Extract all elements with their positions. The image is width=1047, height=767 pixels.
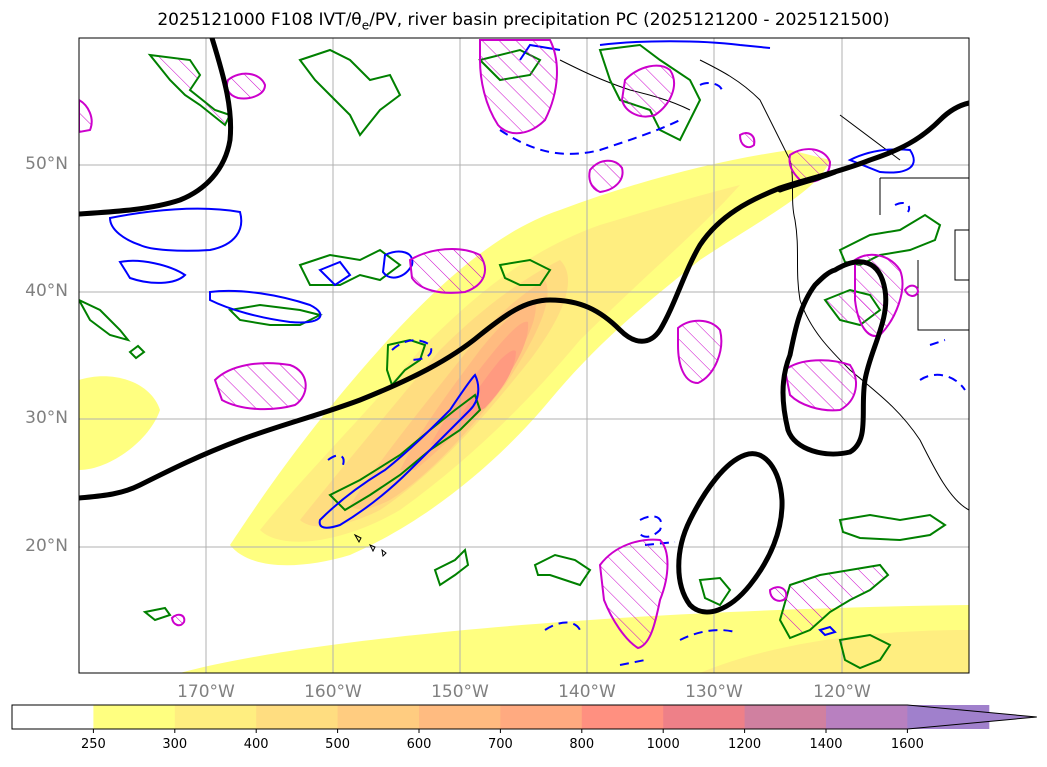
- lat-label-30: 30°N: [25, 408, 68, 428]
- colorbar-segment: [581, 705, 664, 729]
- colorbar-segment: [337, 705, 420, 729]
- colorbar-segment: [256, 705, 339, 729]
- colorbar-segment: [663, 705, 746, 729]
- lon-label-140w: 140°W: [558, 682, 616, 702]
- lon-label-150w: 150°W: [431, 682, 489, 702]
- lat-label-50: 50°N: [25, 154, 68, 174]
- colorbar-segment: [93, 705, 176, 729]
- colorbar-tick-label: 600: [406, 737, 432, 752]
- colorbar-tick-label: 500: [325, 737, 350, 752]
- colorbar-tick-label: 300: [162, 737, 188, 752]
- lon-label-170w: 170°W: [177, 682, 235, 702]
- colorbar-segment: [12, 705, 94, 729]
- colorbar-outline: [11, 704, 1037, 730]
- colorbar-tick-label: 1600: [890, 737, 924, 752]
- colorbar-tick-label: 1000: [646, 737, 680, 752]
- colorbar-segment: [826, 705, 908, 729]
- colorbar-tick-label: 250: [80, 737, 106, 752]
- colorbar-segment: [174, 705, 257, 729]
- lon-label-160w: 160°W: [304, 682, 362, 702]
- lon-label-130w: 130°W: [685, 682, 743, 702]
- plot-frame: [78, 37, 970, 674]
- pv-dashed-contours: [327, 82, 966, 666]
- hatched-contours: [79, 39, 920, 650]
- colorbar-extend-arrow: [907, 705, 1037, 729]
- colorbar-segment: [419, 705, 501, 729]
- lat-label-20: 20°N: [25, 536, 68, 556]
- colorbar-tick-label: 1200: [728, 737, 762, 752]
- pv-contours: [108, 40, 915, 637]
- theta-contours: [79, 38, 969, 615]
- colorbar-tick-label: 1400: [809, 737, 843, 752]
- colorbar-tick-label: 800: [569, 737, 595, 752]
- lon-label-120w: 120°W: [813, 682, 871, 702]
- colorbar-tick-label: 700: [487, 737, 513, 752]
- lat-label-40: 40°N: [25, 281, 68, 301]
- map-title: 2025121000 F108 IVT/θe/PV, river basin p…: [157, 10, 890, 33]
- colorbar-tick-label: 400: [243, 737, 269, 752]
- colorbar-segment: [744, 705, 827, 729]
- colorbar-segment: [500, 705, 583, 729]
- colorbar: [11, 704, 1037, 733]
